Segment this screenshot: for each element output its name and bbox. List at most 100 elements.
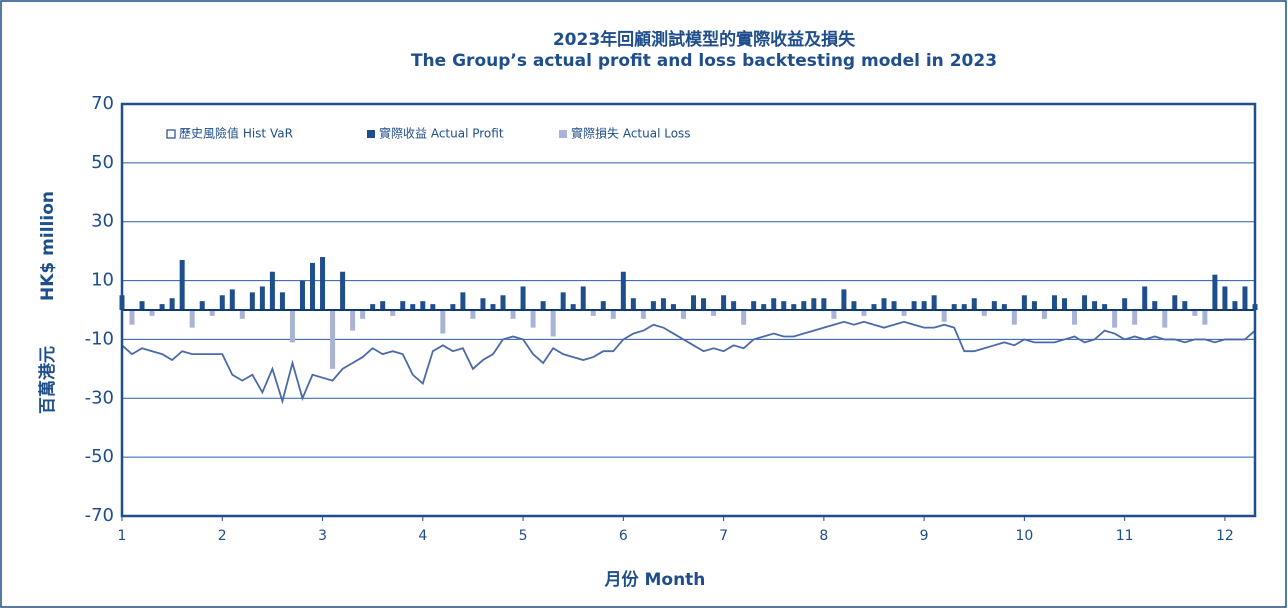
bar bbox=[1092, 301, 1098, 310]
legend-swatch bbox=[367, 130, 375, 138]
bar bbox=[1202, 310, 1208, 325]
bar bbox=[239, 310, 245, 319]
bar bbox=[500, 295, 506, 310]
bar bbox=[1041, 310, 1047, 319]
bar bbox=[1102, 304, 1108, 310]
bar bbox=[1172, 295, 1178, 310]
y-axis-label: HK$ million bbox=[38, 191, 58, 301]
bar bbox=[741, 310, 747, 325]
x-tick-label: 4 bbox=[418, 528, 427, 544]
bar bbox=[961, 304, 967, 310]
bar bbox=[1122, 298, 1128, 310]
y-tick-label: -50 bbox=[85, 446, 114, 467]
y-tick-label: 10 bbox=[91, 270, 114, 291]
x-axis-label: 月份 Month bbox=[604, 569, 706, 590]
bar bbox=[450, 304, 456, 310]
legend-label: 實際損失 Actual Loss bbox=[571, 126, 691, 141]
bar bbox=[620, 271, 626, 310]
bar bbox=[811, 298, 817, 310]
x-tick-label: 7 bbox=[719, 528, 728, 544]
legend-label: 歷史風險值 Hist VaR bbox=[179, 126, 293, 141]
bar bbox=[761, 304, 767, 310]
plot-frame bbox=[120, 102, 1257, 518]
y-tick-label: 30 bbox=[91, 211, 114, 232]
bar bbox=[189, 310, 195, 328]
bar bbox=[801, 301, 807, 310]
bar bbox=[259, 286, 265, 310]
bar bbox=[650, 301, 656, 310]
bar bbox=[680, 310, 686, 319]
x-tick-label: 11 bbox=[1116, 528, 1134, 544]
y-tick-label: 50 bbox=[91, 152, 114, 173]
bar bbox=[1031, 301, 1037, 310]
bar bbox=[751, 301, 757, 310]
bar bbox=[1232, 301, 1238, 310]
bar bbox=[891, 301, 897, 310]
bar bbox=[1162, 310, 1168, 328]
bar bbox=[550, 310, 556, 337]
bar bbox=[310, 262, 316, 310]
bar bbox=[580, 286, 586, 310]
bar bbox=[1112, 310, 1118, 328]
x-tick-label: 1 bbox=[118, 528, 127, 544]
bar bbox=[139, 301, 145, 310]
bar bbox=[159, 304, 165, 310]
bar bbox=[771, 298, 777, 310]
x-tick-label: 9 bbox=[920, 528, 929, 544]
bar bbox=[1142, 286, 1148, 310]
bar bbox=[1242, 286, 1248, 310]
bar bbox=[781, 301, 787, 310]
bar bbox=[1011, 310, 1017, 325]
y-tick-label: -30 bbox=[85, 387, 114, 408]
bar bbox=[941, 310, 947, 322]
bar bbox=[380, 301, 386, 310]
bar bbox=[330, 310, 336, 369]
bar bbox=[1021, 295, 1027, 310]
bar bbox=[871, 304, 877, 310]
bar bbox=[320, 257, 326, 310]
x-tick-label: 8 bbox=[819, 528, 828, 544]
bar bbox=[991, 301, 997, 310]
bar bbox=[540, 301, 546, 310]
y-tick-label: -70 bbox=[85, 505, 114, 526]
bar bbox=[1051, 295, 1057, 310]
y-tick-label: -10 bbox=[85, 328, 114, 349]
bar bbox=[731, 301, 737, 310]
x-tick-label: 2 bbox=[218, 528, 227, 544]
bar bbox=[630, 298, 636, 310]
bar bbox=[841, 289, 847, 310]
bar bbox=[209, 310, 215, 316]
x-tick-label: 5 bbox=[519, 528, 528, 544]
x-tick-label: 10 bbox=[1015, 528, 1033, 544]
bar bbox=[400, 301, 406, 310]
bar bbox=[510, 310, 516, 319]
bar bbox=[981, 310, 987, 316]
bar bbox=[831, 310, 837, 319]
bar bbox=[279, 292, 285, 310]
bar bbox=[610, 310, 616, 319]
bar bbox=[931, 295, 937, 310]
bar bbox=[1001, 304, 1007, 310]
bar bbox=[951, 304, 957, 310]
bar bbox=[219, 295, 225, 310]
bar bbox=[1132, 310, 1138, 325]
bar bbox=[711, 310, 717, 316]
bar bbox=[570, 304, 576, 310]
bar bbox=[470, 310, 476, 319]
bar bbox=[480, 298, 486, 310]
bar bbox=[1061, 298, 1067, 310]
bar bbox=[430, 304, 436, 310]
bar bbox=[721, 295, 727, 310]
bar bbox=[360, 310, 366, 319]
bar bbox=[901, 310, 907, 316]
bar bbox=[1182, 301, 1188, 310]
bar bbox=[701, 298, 707, 310]
bar bbox=[179, 259, 185, 310]
bar bbox=[420, 301, 426, 310]
bar bbox=[340, 271, 346, 310]
bar bbox=[851, 301, 857, 310]
bar bbox=[370, 304, 376, 310]
x-tick-label: 6 bbox=[619, 528, 628, 544]
bar bbox=[861, 310, 867, 316]
